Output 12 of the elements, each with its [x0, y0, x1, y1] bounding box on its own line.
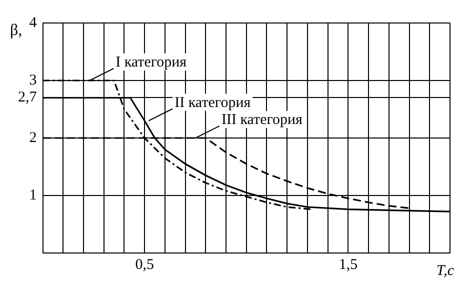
- y-axis-title: β,: [10, 22, 22, 39]
- y-tick-label: 1: [29, 187, 37, 204]
- y-tick-label: 2,7: [18, 90, 38, 106]
- annotation: III категория: [221, 112, 303, 128]
- y-tick-label: 3: [29, 72, 37, 88]
- x-tick-label: 0,5: [135, 256, 154, 273]
- x-tick-label: 1,5: [338, 256, 358, 273]
- y-tick-label: 4: [29, 14, 38, 31]
- x-axis-title: T,c: [436, 263, 454, 279]
- y-tick-label: 2: [29, 130, 37, 146]
- annotation: II категория: [174, 94, 251, 111]
- annotation: I категория: [116, 54, 187, 70]
